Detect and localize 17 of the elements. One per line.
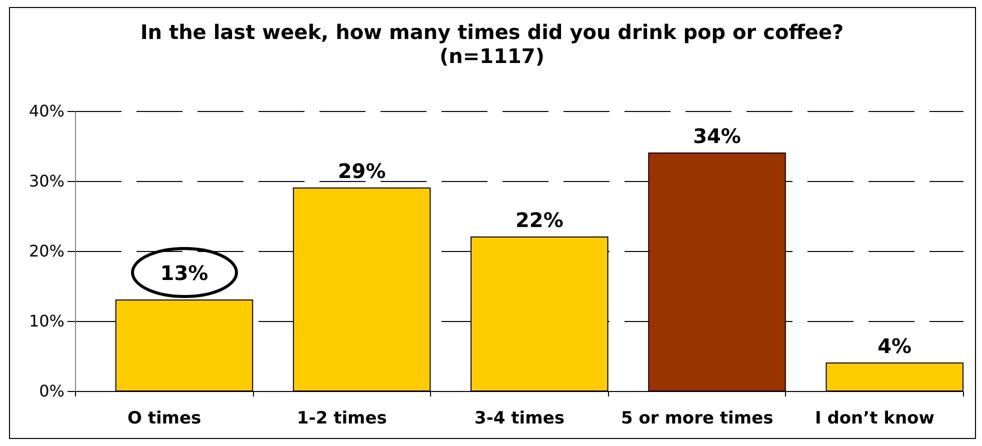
data-label: 13% xyxy=(160,261,208,285)
data-label: 22% xyxy=(515,208,564,232)
y-tick-label: 40% xyxy=(28,102,64,120)
x-tick-label: I don’t know xyxy=(814,408,935,428)
x-tick-label: 3-4 times xyxy=(474,408,564,428)
chart-title: In the last week, how many times did you drink pop or coffee? xyxy=(140,20,844,44)
x-tick-label: 1-2 times xyxy=(296,408,387,428)
data-label: 4% xyxy=(878,334,912,358)
y-tick-label: 10% xyxy=(28,312,64,330)
x-tick-label: 5 or more times xyxy=(620,408,774,428)
x-tick-label: O times xyxy=(127,408,202,428)
chart-subtitle: (n=1117) xyxy=(440,44,544,68)
data-label: 29% xyxy=(338,159,386,183)
y-tick-label: 0% xyxy=(39,382,64,400)
y-tick-label: 20% xyxy=(28,242,64,260)
data-label: 34% xyxy=(693,124,741,148)
y-tick-label: 30% xyxy=(28,172,64,190)
